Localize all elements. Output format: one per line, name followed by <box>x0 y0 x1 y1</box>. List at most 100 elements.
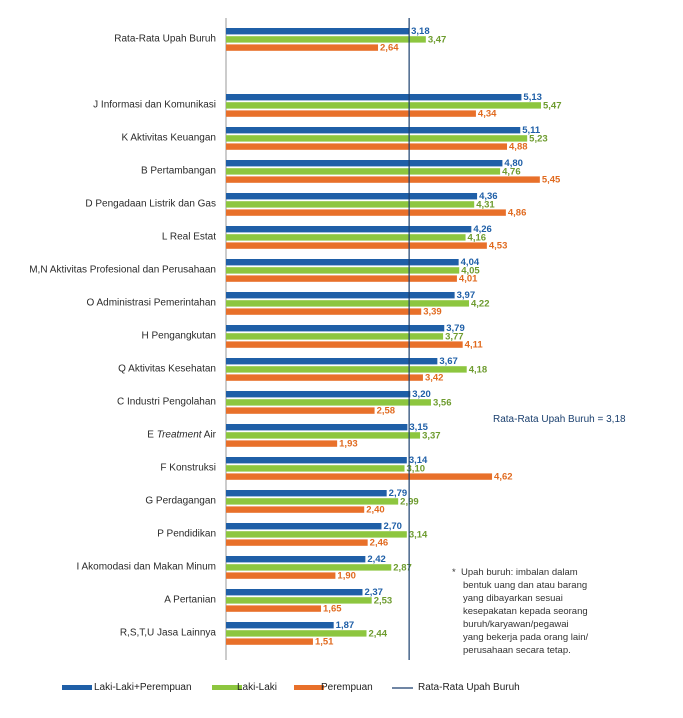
value-label: 1,87 <box>336 620 355 631</box>
value-label: 4,80 <box>504 158 523 169</box>
value-label: 3,79 <box>446 323 465 334</box>
bar <box>226 242 487 249</box>
value-label: 3,18 <box>411 26 430 37</box>
value-label: 2,46 <box>370 538 389 549</box>
bar <box>226 391 411 398</box>
bar <box>226 374 423 381</box>
value-label: 1,93 <box>339 439 358 450</box>
category-label: B Pertambangan <box>141 166 216 177</box>
value-label: 3,20 <box>412 389 431 400</box>
bar <box>226 622 334 629</box>
value-label: 3,42 <box>425 373 444 384</box>
bar <box>226 366 467 373</box>
category-label: C Industri Pengolahan <box>117 397 216 408</box>
footnote-line: yang dibayarkan sesuai <box>463 593 563 604</box>
bar <box>226 259 459 266</box>
legend: Laki-Laki+Perempuan Laki-Laki Perempuan Rat… <box>62 682 520 693</box>
value-label: 3,14 <box>409 455 428 466</box>
category-label: K Aktivitas Keuangan <box>121 133 216 144</box>
bar <box>226 465 405 472</box>
category-label: Rata-Rata Upah Buruh <box>114 34 216 45</box>
value-label: 2,64 <box>380 43 399 54</box>
bar <box>226 531 407 538</box>
value-label: 2,42 <box>367 554 386 565</box>
bar <box>226 102 541 109</box>
category-label: J Informasi dan Komunikasi <box>93 100 216 111</box>
bar <box>226 589 363 596</box>
bar <box>226 176 540 183</box>
bar <box>226 234 466 241</box>
value-label: 3,56 <box>433 397 452 408</box>
bar <box>226 523 382 530</box>
legend-swatch <box>212 685 242 690</box>
bar <box>226 358 438 365</box>
bar <box>226 267 460 274</box>
footnote-line: kesepakatan kepada seorang <box>463 606 588 617</box>
value-label: 4,76 <box>502 166 521 177</box>
value-label: 4,62 <box>494 472 513 483</box>
value-label: 3,67 <box>439 356 458 367</box>
bar <box>226 399 432 406</box>
legend-label: Rata-Rata Upah Buruh <box>418 682 520 693</box>
value-label: 5,23 <box>529 133 548 144</box>
category-label: O Administrasi Pemerintahan <box>86 298 216 309</box>
value-label: 4,36 <box>479 191 498 202</box>
footnote-line: yang bekerja pada orang lain/ <box>463 632 589 643</box>
category-label: D Pengadaan Listrik dan Gas <box>85 199 216 210</box>
bar <box>226 407 375 414</box>
value-label: 3,39 <box>423 307 442 318</box>
value-label: 4,22 <box>471 298 490 309</box>
value-label: 2,87 <box>393 562 412 573</box>
bar <box>226 110 476 117</box>
value-label: 4,53 <box>489 241 508 252</box>
bar <box>226 457 407 464</box>
bar <box>226 193 478 200</box>
bar <box>226 506 365 513</box>
bar <box>226 556 366 563</box>
legend-swatch <box>62 685 92 690</box>
bar <box>226 539 368 546</box>
bar <box>226 135 528 142</box>
legend-label: Perempuan <box>321 682 373 693</box>
bar <box>226 168 501 175</box>
value-label: 2,58 <box>377 406 396 417</box>
category-labels-layer: Rata-Rata Upah Buruh J Informasi dan Komu… <box>29 34 216 639</box>
value-label: 4,16 <box>468 232 487 243</box>
bar <box>226 143 508 150</box>
value-label: 3,47 <box>428 34 447 45</box>
bar <box>226 308 422 315</box>
category-label: H Pengangkutan <box>141 331 216 342</box>
legend-swatch <box>294 685 324 690</box>
value-label: 5,47 <box>543 100 562 111</box>
bar <box>226 94 522 101</box>
category-label: M,N Aktivitas Profesional dan Perusahaan <box>29 265 216 276</box>
value-label: 2,37 <box>364 587 383 598</box>
value-label: 4,05 <box>461 265 480 276</box>
bar <box>226 160 503 167</box>
bar <box>226 630 367 637</box>
value-label: 1,51 <box>315 637 334 648</box>
bar <box>226 300 470 307</box>
value-label: 4,04 <box>461 257 480 268</box>
bar <box>226 201 475 208</box>
value-label: 5,45 <box>542 175 561 186</box>
bar <box>226 490 387 497</box>
category-label: L Real Estat <box>162 232 216 243</box>
value-label: 5,11 <box>522 125 541 136</box>
value-label: 3,37 <box>422 430 441 441</box>
category-label: G Perdagangan <box>145 496 216 507</box>
value-label: 4,18 <box>469 364 488 375</box>
category-label: R,S,T,U Jasa Lainnya <box>120 628 217 639</box>
footnote-line: bentuk uang dan atau barang <box>463 580 588 591</box>
footnote: * Upah buruh: imbalan dalam bentuk uang … <box>452 566 657 657</box>
value-label: 3,77 <box>445 331 464 342</box>
value-label: 2,53 <box>374 595 393 606</box>
bar <box>226 209 506 216</box>
value-label: 2,70 <box>383 521 402 532</box>
value-label: 4,26 <box>473 224 492 235</box>
bar <box>226 572 336 579</box>
value-label: 2,40 <box>366 505 385 516</box>
legend-label: Laki-Laki+Perempuan <box>94 682 192 693</box>
category-label: F Konstruksi <box>160 463 216 474</box>
